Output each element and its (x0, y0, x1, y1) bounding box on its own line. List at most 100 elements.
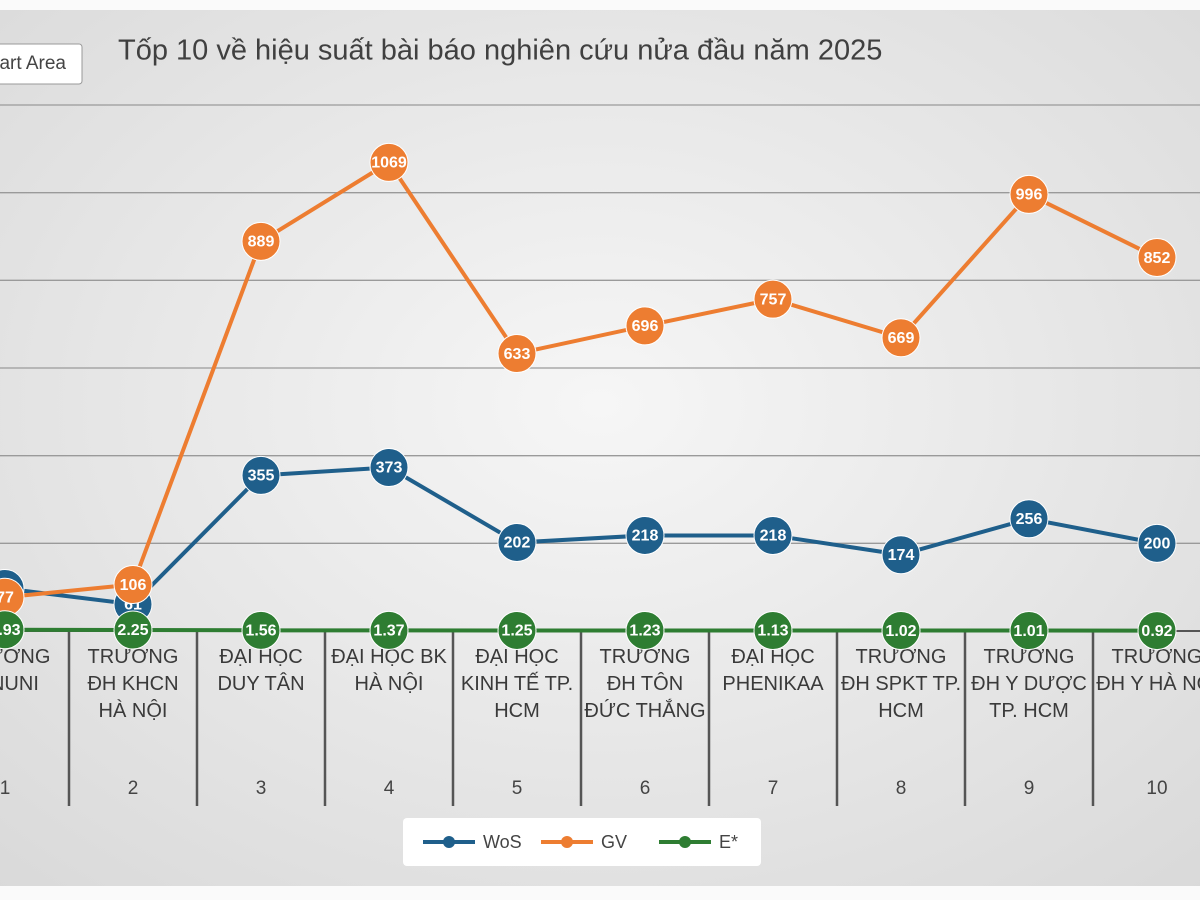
value-label: 202 (504, 535, 531, 552)
point (241, 455, 281, 495)
value-label: 218 (632, 528, 659, 545)
category-label-box: TRƯỜNG ĐH TÔN ĐỨC THẮNG (584, 646, 706, 722)
point (881, 318, 921, 358)
point (753, 611, 793, 651)
value-label: 996 (1016, 187, 1043, 204)
point (369, 142, 409, 182)
value-label: 696 (632, 318, 659, 335)
category-label-box: ĐẠI HỌC DUY TÂN (217, 646, 305, 695)
series-line (4, 160, 1158, 600)
rank-label: 4 (384, 778, 395, 799)
value-label: 355 (248, 468, 275, 485)
point (1009, 611, 1049, 651)
value-label: 1.01 (1013, 623, 1044, 640)
value-label: 218 (760, 528, 787, 545)
legend-marker (561, 836, 573, 848)
x-tick-label: TRƯỜNG ĐH TÔN ĐỨC THẮNG (584, 646, 706, 722)
rank-label: 8 (896, 778, 907, 799)
point (881, 611, 921, 651)
point (1137, 238, 1177, 278)
value-label: 174 (888, 547, 915, 564)
point (0, 610, 25, 650)
value-label: 256 (1016, 511, 1043, 528)
value-label: 77 (0, 589, 14, 606)
point (1009, 499, 1049, 539)
point (497, 334, 537, 374)
chart-title: Tốp 10 về hiệu suất bài báo nghiên cứu n… (118, 35, 882, 67)
point (241, 610, 281, 650)
value-label: 2.93 (0, 622, 21, 639)
value-label: 889 (248, 234, 275, 251)
point (753, 279, 793, 319)
series-line (4, 627, 1158, 633)
legend-label: E* (719, 832, 738, 852)
x-tick-label: ĐẠI HỌC BK HÀ NỘI (331, 646, 447, 695)
tooltip: Chart Area (0, 53, 66, 74)
value-label: 373 (376, 460, 403, 477)
point (369, 610, 409, 650)
point (369, 448, 409, 488)
value-label: 0.92 (1141, 623, 1172, 640)
legend-marker (679, 836, 691, 848)
value-label: 852 (1144, 250, 1171, 267)
legend-label: GV (601, 832, 627, 852)
category-label-box: ĐẠI HỌC KINH TẾ TP. HCM (460, 646, 574, 722)
rank-label: 1 (0, 778, 10, 799)
point (497, 610, 537, 650)
point (625, 306, 665, 346)
point (1137, 523, 1177, 563)
x-tick-label: ĐẠI HỌC KINH TẾ TP. HCM (460, 646, 574, 722)
value-label: 1069 (371, 155, 407, 172)
x-tick-label: TRƯỜNG ĐH Y HÀ NỘI (1096, 646, 1200, 695)
rank-label: 9 (1024, 778, 1035, 799)
rank-label: 6 (640, 778, 651, 799)
value-label: 2.25 (117, 622, 148, 639)
legend-marker (443, 836, 455, 848)
value-label: 1.25 (501, 623, 532, 640)
value-label: 1.02 (885, 623, 916, 640)
chart-area (0, 10, 1200, 886)
x-tick-label: TRƯỜNG ĐH Y DƯỢC TP. HCM (971, 646, 1087, 722)
rank-label: 5 (512, 778, 523, 799)
point (497, 522, 537, 562)
x-tick-label: TRƯỜNG VINUNI (0, 646, 51, 695)
x-tick-label: ĐẠI HỌC PHENIKAA (722, 646, 824, 695)
point (1137, 611, 1177, 651)
category-label-box: TRƯỜNG ĐH Y HÀ NỘI (1096, 646, 1200, 695)
point (753, 515, 793, 555)
value-label: 1.13 (757, 623, 788, 640)
point (113, 565, 153, 605)
point (625, 610, 665, 650)
x-tick-label: ĐẠI HỌC DUY TÂN (217, 646, 305, 695)
rank-label: 7 (768, 778, 779, 799)
value-label: 1.56 (245, 623, 276, 640)
value-label: 106 (120, 577, 147, 594)
tooltip-box (0, 43, 83, 85)
category-label-box: ĐẠI HỌC PHENIKAA (722, 646, 824, 695)
series-line (4, 465, 1158, 607)
point (241, 221, 281, 261)
legend-label: WoS (483, 832, 522, 852)
value-label: 1.23 (629, 623, 660, 640)
value-label: 669 (888, 330, 915, 347)
point (1009, 174, 1049, 214)
category-label-box: TRƯỜNG ĐH SPKT TP. HCM (840, 646, 962, 722)
category-label-box: ĐẠI HỌC BK HÀ NỘI (331, 646, 447, 695)
rank-label: 3 (256, 778, 267, 799)
category-label-box: TRƯỜNG VINUNI (0, 646, 51, 695)
category-label-box: TRƯỜNG ĐH KHCN HÀ NỘI (87, 646, 179, 722)
x-tick-label: TRƯỜNG ĐH SPKT TP. HCM (840, 646, 962, 722)
point (113, 610, 153, 650)
value-label: 200 (1144, 536, 1171, 553)
point (881, 535, 921, 575)
value-label: 757 (760, 291, 787, 308)
rank-label: 10 (1146, 778, 1167, 799)
rank-label: 2 (128, 778, 139, 799)
x-tick-label: TRƯỜNG ĐH KHCN HÀ NỘI (87, 646, 179, 722)
value-label: 633 (504, 346, 531, 363)
category-label-box: TRƯỜNG ĐH Y DƯỢC TP. HCM (971, 646, 1087, 722)
value-label: 1.37 (373, 623, 404, 640)
point (625, 515, 665, 555)
